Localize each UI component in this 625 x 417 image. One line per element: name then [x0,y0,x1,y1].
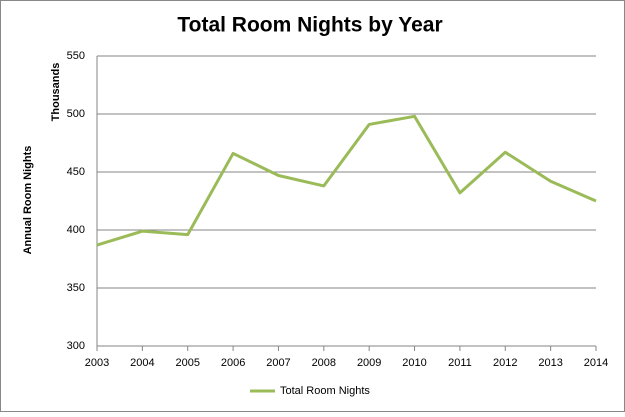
x-tick-label: 2012 [493,357,517,369]
x-tick-label: 2005 [175,357,199,369]
y-tick-label: 500 [67,108,85,120]
x-tick-label: 2008 [312,357,336,369]
y-tick-label: 300 [67,340,85,352]
y-tick-label: 450 [67,166,85,178]
chart-title: Total Room Nights by Year [177,14,442,37]
x-tick-label: 2013 [538,357,562,369]
x-tick-label: 2010 [402,357,426,369]
y-unit-label: Thousands [50,63,62,122]
x-tick-label: 2004 [130,357,154,369]
y-axis-label: Annual Room Nights [22,146,34,255]
x-tick-label: 2003 [85,357,109,369]
legend-label: Total Room Nights [280,385,370,397]
y-tick-label: 550 [67,50,85,62]
y-tick-label: 350 [67,282,85,294]
y-tick-label: 400 [67,224,85,236]
x-tick-label: 2007 [266,357,290,369]
x-tick-label: 2009 [357,357,381,369]
x-tick-label: 2014 [584,357,608,369]
x-tick-label: 2011 [448,357,472,369]
data-line [96,114,597,247]
x-tick-label: 2006 [221,357,245,369]
